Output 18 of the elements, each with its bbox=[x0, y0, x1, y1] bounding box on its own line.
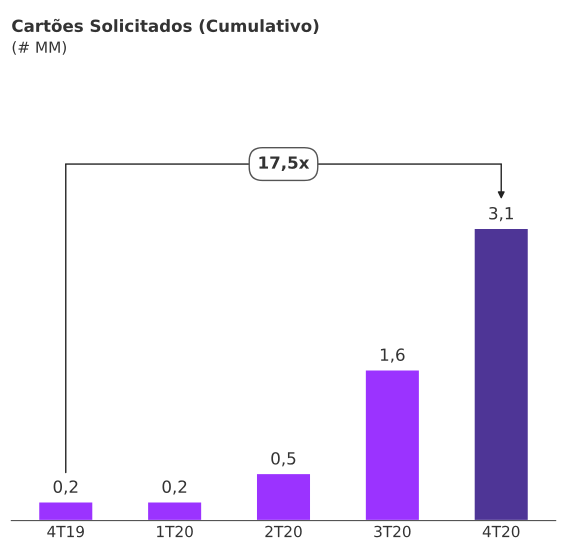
bar bbox=[146, 501, 203, 521]
text: 17,5x bbox=[259, 156, 310, 171]
chart-title: Cartões Solicitados (Cumulativo) bbox=[12, 18, 318, 34]
bar bbox=[473, 228, 530, 521]
x-tick-label: 4T20 bbox=[482, 526, 520, 538]
x-tick-label: 4T19 bbox=[47, 526, 84, 538]
chart-subtitle: (# MM) bbox=[12, 41, 66, 55]
bar bbox=[38, 501, 94, 521]
data-label: 3,1 bbox=[489, 206, 513, 222]
x-tick-label: 3T20 bbox=[374, 526, 411, 538]
data-label: 0,2 bbox=[162, 480, 186, 495]
data-label: 0,2 bbox=[54, 480, 78, 495]
data-label: 1,6 bbox=[380, 348, 405, 363]
x-tick-label: 2T20 bbox=[265, 526, 302, 538]
bar bbox=[364, 369, 420, 521]
data-label: 0,5 bbox=[271, 452, 296, 466]
x-tick-label: 1T20 bbox=[157, 526, 193, 538]
bar bbox=[256, 472, 312, 521]
